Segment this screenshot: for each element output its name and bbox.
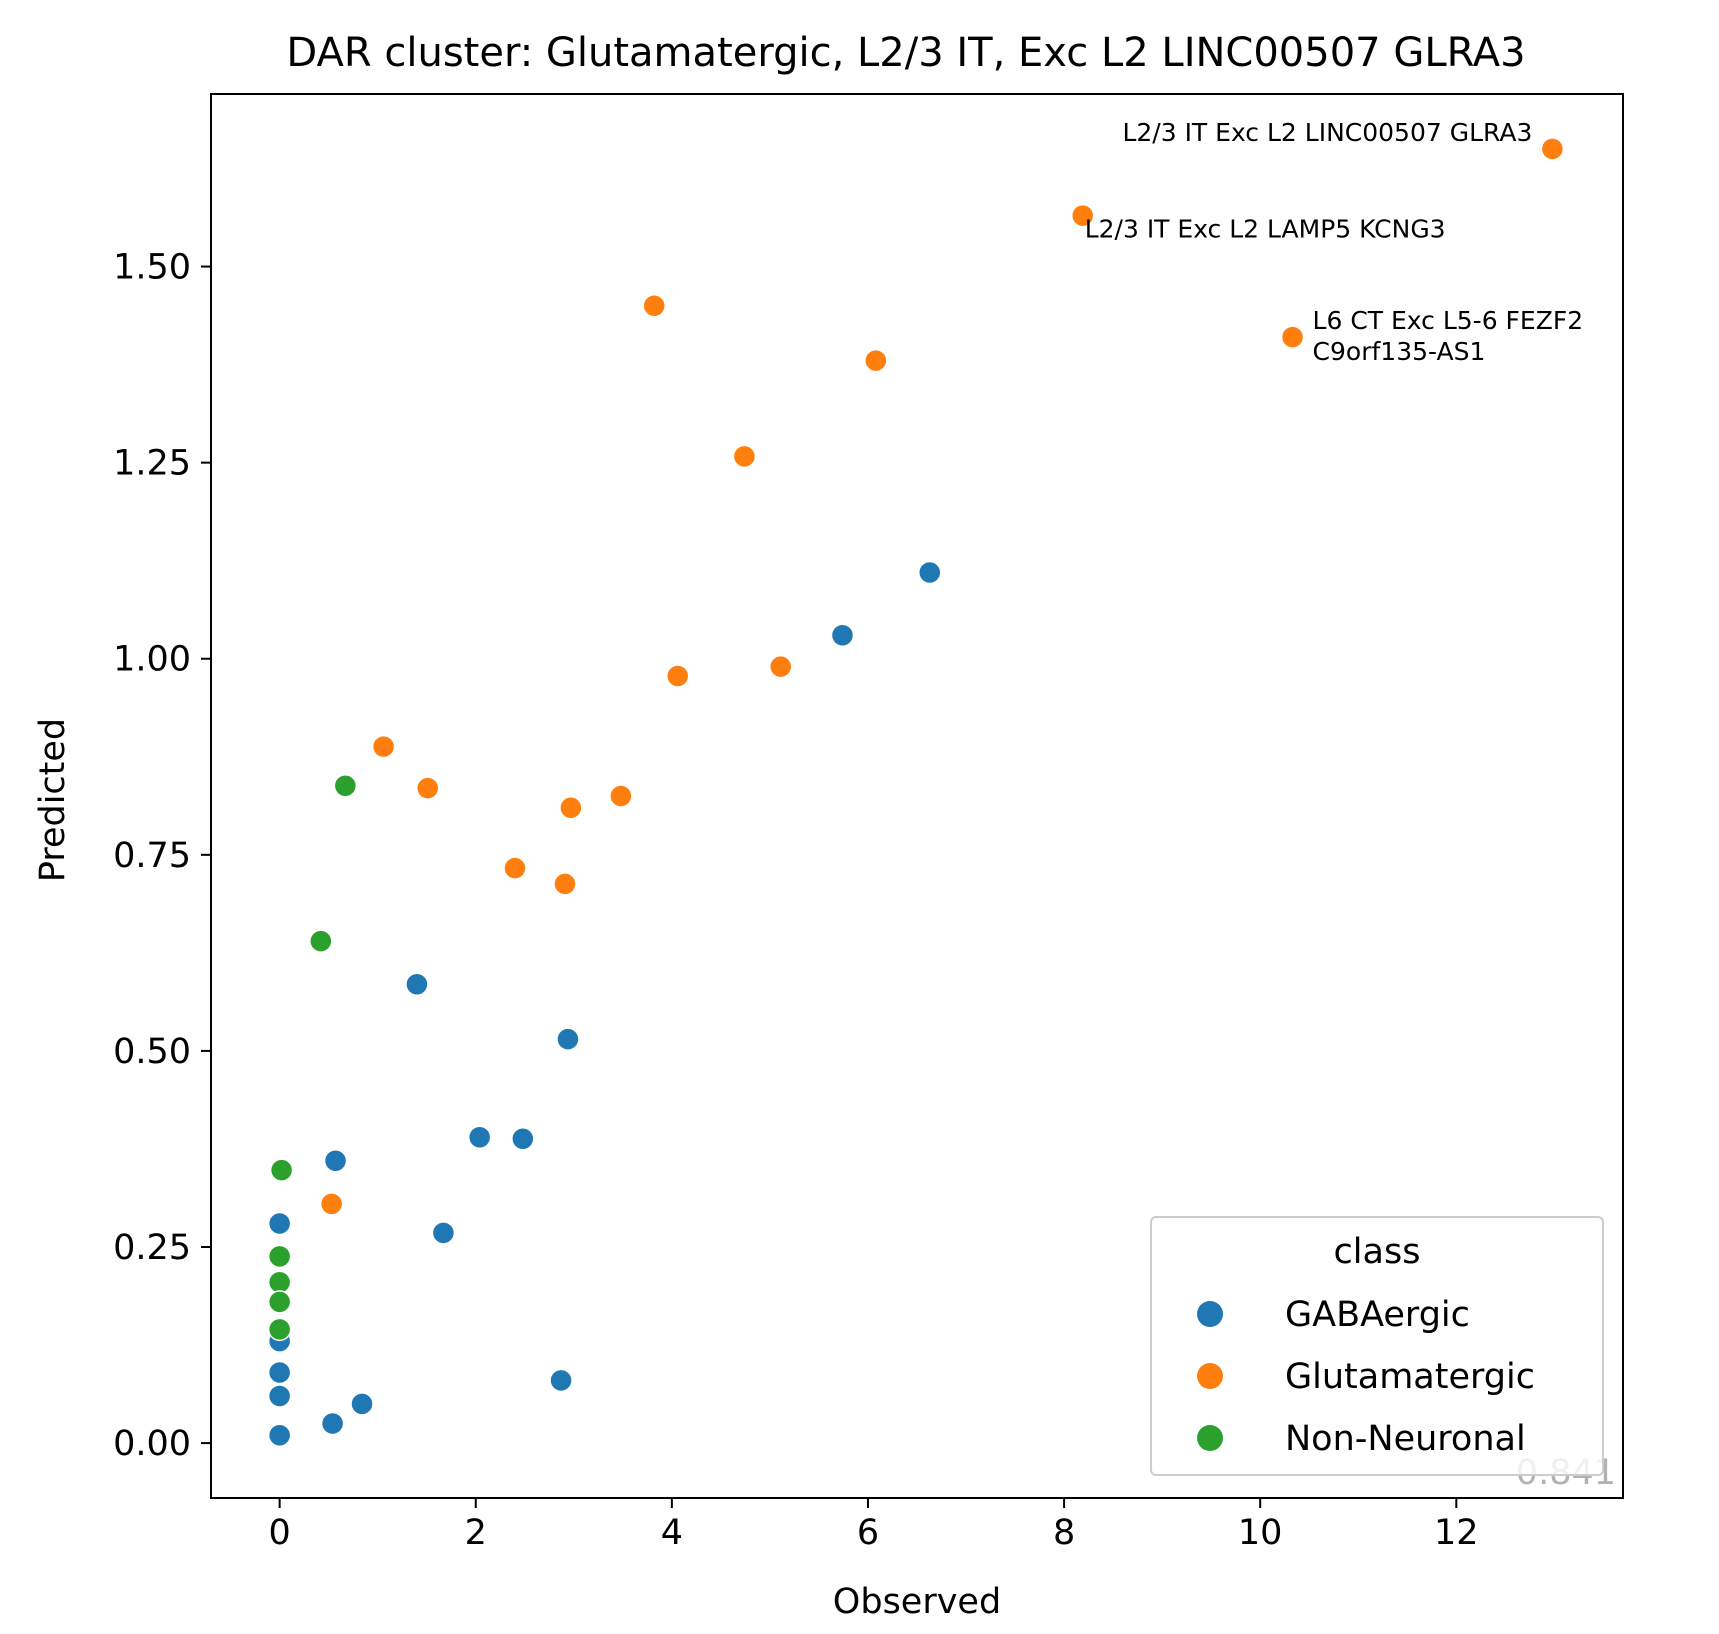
data-point-gabaergic [267, 1423, 292, 1448]
y-axis: 0.00 0.25 0.50 0.75 1.00 1.25 1.50 [113, 248, 211, 1464]
data-point-gabaergic [350, 1392, 374, 1416]
data-point-gabaergic [267, 1360, 292, 1385]
x-tick-label: 4 [661, 1513, 683, 1553]
legend-frame [1150, 1216, 1604, 1476]
plot-frame [210, 93, 1624, 1499]
x-axis: 0 2 4 6 8 10 12 [268, 1498, 1479, 1553]
data-point-non-neuronal [333, 774, 358, 798]
y-tick-label: 1.50 [113, 248, 191, 288]
data-point-non-neuronal [267, 1270, 292, 1295]
data-point-gabaergic [556, 1027, 580, 1051]
y-tick-label: 1.00 [113, 640, 191, 680]
data-point-non-neuronal [267, 1244, 292, 1269]
chart-title: DAR cluster: Glutamatergic, L2/3 IT, Exc… [286, 30, 1525, 76]
data-point-gabaergic [323, 1148, 348, 1173]
annotation-layer: L2/3 IT Exc L2 LINC00507 GLRA3 L2/3 IT Ex… [1085, 118, 1583, 366]
y-tick-label: 1.25 [113, 444, 191, 484]
data-point-gabaergic [267, 1211, 292, 1236]
legend-label-glutamatergic: Glutamatergic [1285, 1357, 1535, 1397]
data-point-glutamatergic [1540, 137, 1565, 161]
legend-title: class [1334, 1232, 1421, 1272]
data-point-non-neuronal [269, 1158, 294, 1182]
point-annotation: L2/3 IT Exc L2 LINC00507 GLRA3 [1122, 118, 1532, 147]
point-annotation: L2/3 IT Exc L2 LAMP5 KCNG3 [1085, 215, 1446, 244]
data-point-glutamatergic [553, 872, 577, 896]
x-tick-label: 10 [1238, 1513, 1283, 1553]
legend-label-gabaergic: GABAergic [1285, 1295, 1470, 1335]
data-point-glutamatergic [609, 784, 633, 808]
data-point-gabaergic [467, 1125, 492, 1149]
x-tick-label: 8 [1053, 1513, 1075, 1553]
y-tick-label: 0.25 [113, 1228, 191, 1268]
y-tick-label: 0.75 [113, 836, 191, 876]
data-point-gabaergic [511, 1127, 535, 1151]
point-annotation: L6 CT Exc L5-6 FEZF2 [1313, 306, 1584, 335]
legend: class GABAergic Glutamatergic Non-Neuron… [1150, 1216, 1604, 1476]
data-point-glutamatergic [1070, 203, 1095, 228]
data-point-glutamatergic [665, 664, 690, 688]
data-point-glutamatergic [371, 734, 396, 759]
data-point-glutamatergic [1280, 325, 1305, 349]
data-point-gabaergic [320, 1411, 345, 1436]
data-point-gabaergic [431, 1221, 456, 1245]
data-point-gabaergic [267, 1384, 292, 1408]
legend-label-non-neuronal: Non-Neuronal [1285, 1419, 1526, 1459]
data-point-glutamatergic [503, 856, 527, 880]
x-tick-label: 12 [1434, 1513, 1479, 1553]
data-point-glutamatergic [319, 1192, 344, 1216]
data-point-glutamatergic [732, 444, 757, 469]
y-tick-label: 0.00 [113, 1424, 191, 1464]
x-tick-label: 0 [268, 1513, 290, 1553]
legend-marker-gabaergic [1197, 1301, 1223, 1327]
data-point-gabaergic [405, 972, 429, 996]
legend-marker-glutamatergic [1197, 1363, 1223, 1389]
data-point-glutamatergic [415, 776, 440, 800]
x-tick-label: 6 [857, 1513, 879, 1553]
legend-marker-non-neuronal [1197, 1425, 1223, 1451]
data-point-non-neuronal [309, 929, 333, 953]
point-annotation: C9orf135-AS1 [1313, 337, 1486, 366]
data-point-glutamatergic [864, 348, 888, 373]
data-point-glutamatergic [768, 654, 793, 679]
data-point-gabaergic [917, 560, 942, 585]
data-point-gabaergic [830, 623, 855, 647]
x-axis-label: Observed [833, 1582, 1001, 1622]
data-point-glutamatergic [642, 294, 666, 318]
data-point-gabaergic [549, 1368, 573, 1393]
data-point-non-neuronal [267, 1317, 292, 1342]
points-layer [267, 137, 1565, 1448]
y-tick-label: 0.50 [113, 1032, 191, 1072]
data-point-non-neuronal [267, 1290, 292, 1314]
data-point-glutamatergic [559, 796, 583, 820]
x-tick-label: 2 [465, 1513, 487, 1553]
y-axis-label: Predicted [33, 718, 73, 882]
